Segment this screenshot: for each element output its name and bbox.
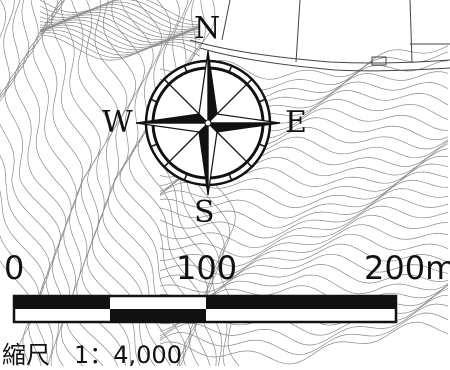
scale-segment: [110, 309, 206, 322]
scale-segment: [14, 296, 110, 309]
east-label: E: [285, 105, 307, 140]
north-label: N: [194, 11, 221, 46]
road-lines: [189, 0, 450, 72]
scale-segment: [206, 296, 396, 309]
scale-ratio: 縮尺 1：4,000: [2, 341, 182, 369]
west-label: W: [102, 105, 133, 140]
scale-label-200m: 200m: [364, 249, 450, 287]
scale-label-0: 0: [4, 249, 25, 287]
compass-rose: [135, 50, 281, 196]
compass-cardinal-points: [135, 50, 281, 196]
scale-label-100: 100: [176, 249, 238, 287]
south-label: S: [194, 195, 215, 230]
scale-bar: [12, 294, 398, 324]
